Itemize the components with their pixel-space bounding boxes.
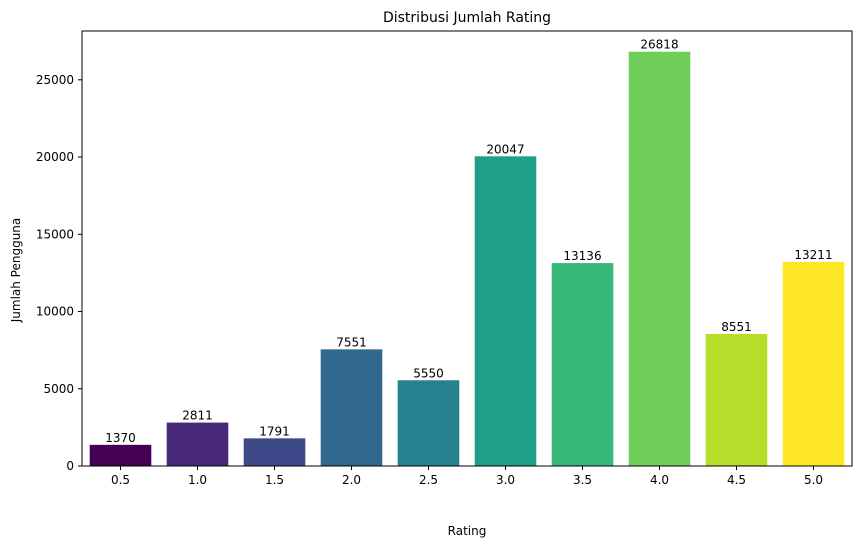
- bar-1.5: [243, 438, 306, 466]
- bar-0.5: [89, 444, 152, 466]
- x-tick-label-1.0: 1.0: [188, 473, 207, 487]
- bar-3.5: [551, 263, 614, 466]
- x-tick-label-3.5: 3.5: [573, 473, 592, 487]
- bar-2.0: [320, 349, 383, 466]
- y-tick-label-5000: 5000: [43, 382, 74, 396]
- data-label-2.0: 7551: [336, 335, 367, 349]
- bar-5.0: [782, 261, 845, 466]
- x-tick-label-5.0: 5.0: [804, 473, 823, 487]
- bar-4.0: [628, 51, 691, 466]
- x-axis-label: Rating: [448, 524, 487, 538]
- y-axis-ticks: 0 5000 10000 15000 20000 25000: [36, 73, 82, 473]
- data-labels-group: 1370 2811 1791 7551 5550 20047 13136 26818 8551 1…: [105, 38, 832, 445]
- bar-4.5: [705, 333, 768, 466]
- x-tick-label-3.0: 3.0: [496, 473, 515, 487]
- data-label-5.0: 13211: [794, 248, 832, 262]
- data-label-4.0: 26818: [640, 38, 678, 52]
- bars-group: [89, 51, 845, 466]
- plot-frame: [81, 30, 853, 467]
- y-tick-label-0: 0: [66, 459, 74, 473]
- data-label-4.5: 8551: [721, 320, 752, 334]
- y-tick-label-25000: 25000: [36, 73, 74, 87]
- data-label-1.5: 1791: [259, 424, 290, 438]
- bar-2.5: [397, 380, 460, 466]
- y-tick-label-10000: 10000: [36, 305, 74, 319]
- x-tick-label-4.0: 4.0: [650, 473, 669, 487]
- y-tick-label-15000: 15000: [36, 227, 74, 241]
- y-tick-label-20000: 20000: [36, 150, 74, 164]
- data-label-3.5: 13136: [563, 249, 601, 263]
- data-label-0.5: 1370: [105, 431, 136, 445]
- x-tick-label-1.5: 1.5: [265, 473, 284, 487]
- x-tick-label-4.5: 4.5: [727, 473, 746, 487]
- x-axis-ticks: 0.5 1.0 1.5 2.0 2.5 3.0 3.5 4.0 4.5 5.0: [111, 466, 823, 487]
- data-label-1.0: 2811: [182, 409, 213, 423]
- x-tick-label-2.5: 2.5: [419, 473, 438, 487]
- bar-3.0: [474, 156, 537, 466]
- y-axis-label: Jumlah Pengguna: [9, 218, 23, 324]
- data-label-2.5: 5550: [413, 366, 444, 380]
- x-tick-label-0.5: 0.5: [111, 473, 130, 487]
- x-tick-label-2.0: 2.0: [342, 473, 361, 487]
- bar-1.0: [166, 422, 229, 466]
- data-label-3.0: 20047: [486, 142, 524, 156]
- chart-title: Distribusi Jumlah Rating: [383, 10, 551, 26]
